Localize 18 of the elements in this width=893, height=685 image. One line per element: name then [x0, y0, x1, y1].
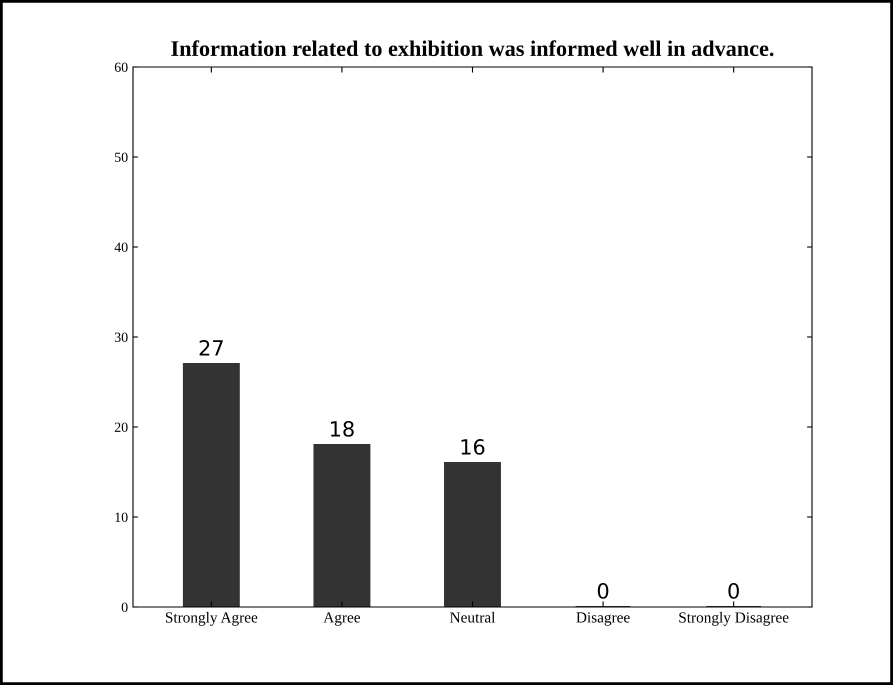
data-label: 0 [728, 583, 739, 599]
x-tick-label: Neutral [450, 612, 496, 623]
y-tick-label: 60 [114, 62, 128, 72]
y-tick-label: 20 [114, 422, 128, 432]
chart-title: Information related to exhibition was informed well in advance. [171, 40, 774, 56]
y-tick-label: 0 [122, 602, 128, 612]
y-tick-label: 50 [115, 152, 128, 162]
data-label: 0 [598, 583, 608, 599]
data-label: 16 [462, 439, 484, 455]
y-tick-label: 40 [114, 242, 128, 252]
data-label: 18 [330, 421, 354, 437]
x-tick-label: Strongly Disagree [679, 612, 788, 626]
y-tick-label: 30 [114, 332, 128, 342]
x-tick-label: Disagree [576, 612, 630, 626]
y-tick-label: 10 [115, 512, 128, 522]
x-tick-label: Agree [323, 612, 360, 626]
x-tick-label: Strongly Agree [166, 612, 258, 626]
data-label: 27 [200, 340, 223, 356]
